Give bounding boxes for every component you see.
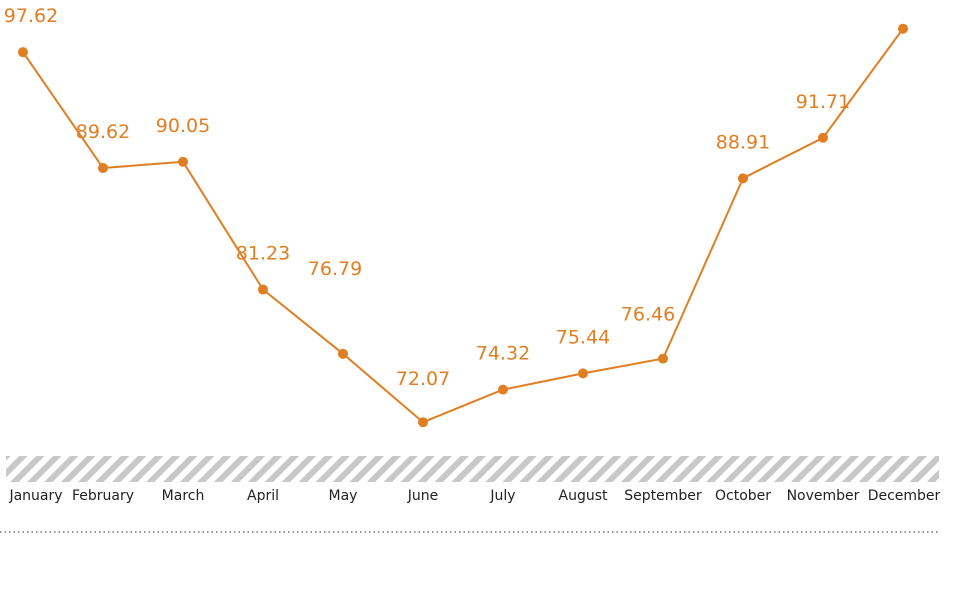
x-tick-july: July: [489, 488, 515, 504]
x-tick-september: September: [624, 488, 702, 504]
data-label-september: 76.46: [621, 304, 675, 326]
data-label-july: 74.32: [476, 343, 530, 365]
data-point-january: [18, 47, 28, 58]
x-tick-february: February: [72, 488, 134, 504]
data-point-march: [178, 156, 188, 167]
data-label-august: 75.44: [556, 326, 610, 348]
data-label-january: 97.62: [4, 5, 58, 27]
data-label-june: 72.07: [396, 368, 450, 390]
x-tick-june: June: [407, 488, 439, 504]
series-layer: 97.62 89.62 90.05 81.23 76.79 72.07 74.32 75.44…: [4, 0, 930, 428]
data-point-june: [418, 417, 428, 428]
x-tick-january: January: [8, 488, 62, 504]
data-label-february: 89.62: [76, 121, 130, 143]
data-point-august: [578, 368, 588, 379]
data-point-february: [98, 163, 108, 174]
data-label-april: 81.23: [236, 243, 290, 265]
x-tick-october: October: [715, 488, 771, 504]
x-tick-december: December: [868, 488, 941, 504]
data-point-april: [258, 284, 268, 295]
data-point-july: [498, 384, 508, 395]
data-point-november: [818, 132, 828, 143]
x-axis-tick-labels: January February March April May June July Augu…: [8, 488, 940, 504]
data-label-november: 91.71: [796, 91, 850, 113]
data-point-may: [338, 348, 348, 359]
data-point-october: [738, 173, 748, 184]
x-tick-august: August: [559, 488, 609, 504]
data-label-may: 76.79: [308, 258, 362, 280]
x-tick-march: March: [162, 488, 205, 504]
x-tick-november: November: [787, 488, 860, 504]
x-tick-april: April: [247, 488, 279, 504]
x-axis-band: [6, 456, 939, 482]
data-label-october: 88.91: [716, 131, 770, 153]
data-point-september: [658, 353, 668, 364]
data-label-december: 99.24: [876, 0, 930, 4]
series-line: [22, 28, 904, 424]
data-label-march: 90.05: [156, 115, 210, 137]
data-point-december: [898, 23, 908, 34]
x-tick-may: May: [329, 488, 358, 504]
